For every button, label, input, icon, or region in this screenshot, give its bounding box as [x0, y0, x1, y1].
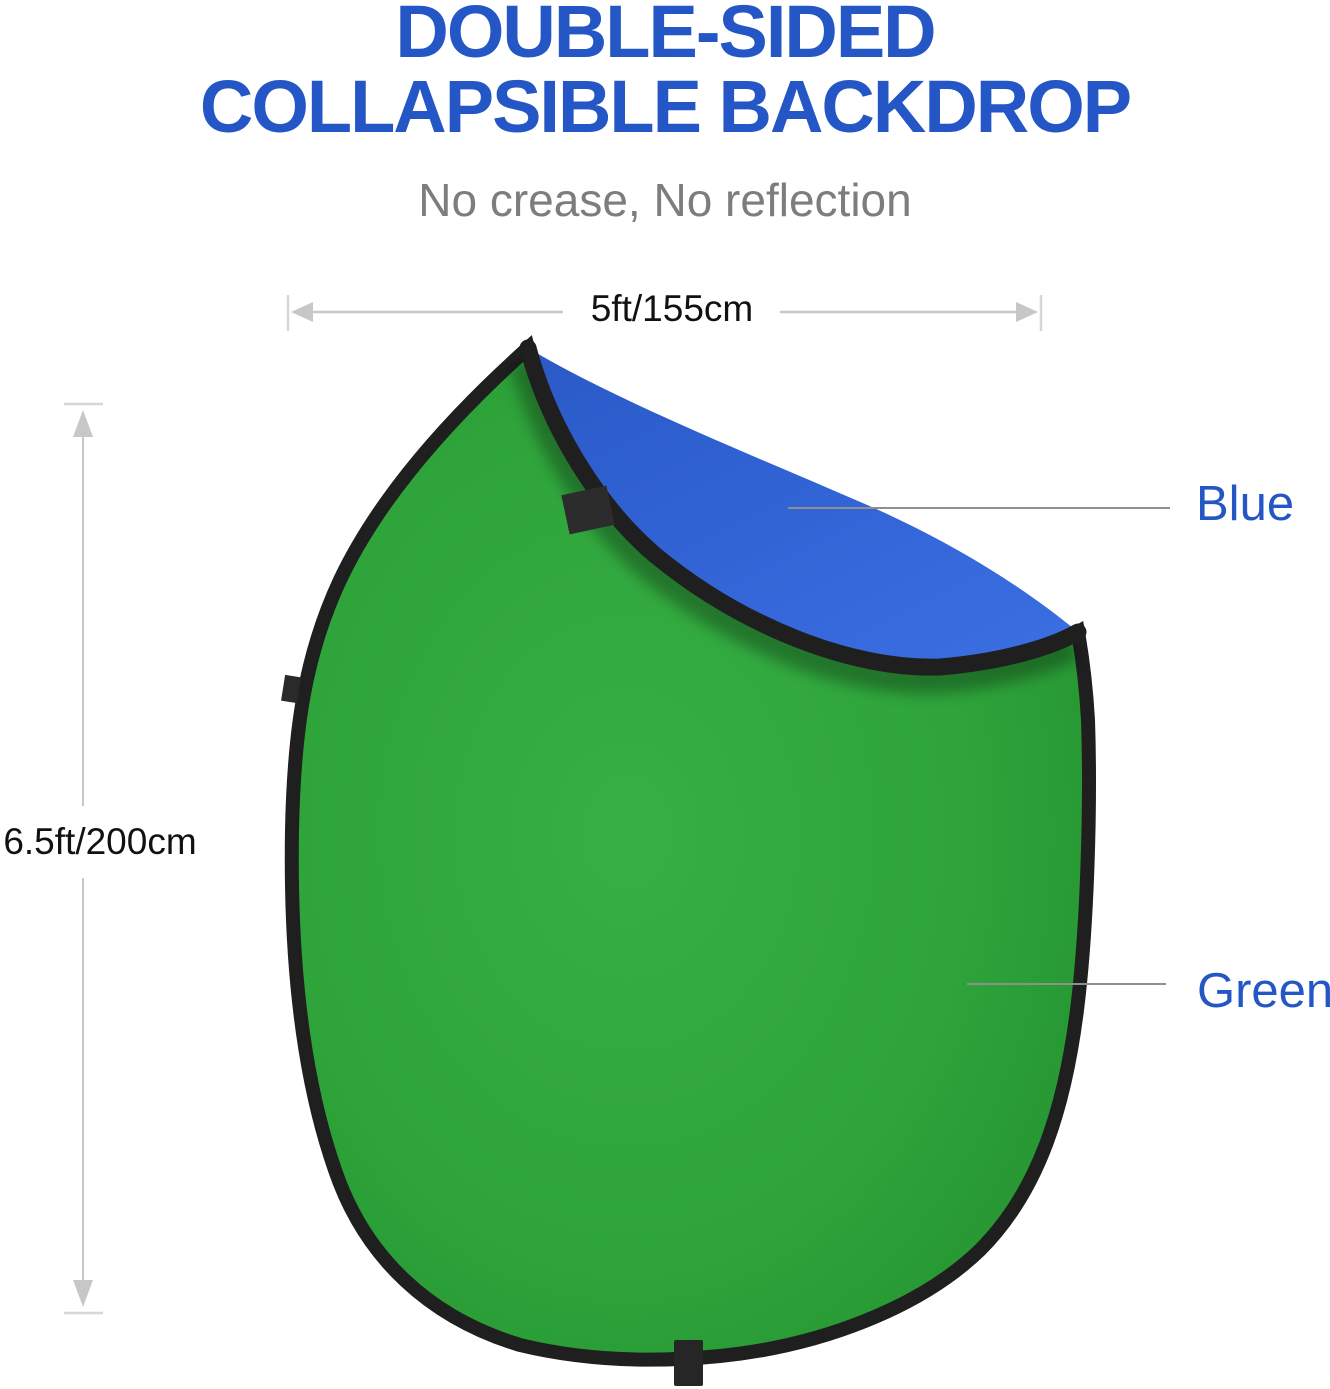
arrow-down-icon: [73, 1280, 93, 1307]
arrow-left-icon: [291, 302, 313, 322]
green-side-label: Green: [1197, 964, 1330, 1018]
bottom-stand-mount: [674, 1340, 703, 1386]
fold-clip-tab: [561, 485, 615, 535]
arrow-up-icon: [73, 410, 93, 437]
fold-edge: [519, 339, 1087, 676]
subtitle: No crease, No reflection: [418, 174, 912, 226]
left-edge-clip: [281, 674, 301, 704]
title-line-1: DOUBLE-SIDED: [395, 0, 936, 73]
height-dimension: [64, 402, 103, 1315]
blue-side-label: Blue: [1196, 477, 1295, 531]
arrow-right-icon: [1016, 302, 1038, 322]
width-dimension-label: 5ft/155cm: [590, 288, 754, 329]
width-dimension: [286, 295, 1043, 331]
fold-shadow: [509, 356, 1082, 695]
page-title: DOUBLE-SIDED COLLAPSIBLE BACKDROP: [0, 0, 1330, 144]
title-line-2: COLLAPSIBLE BACKDROP: [199, 65, 1132, 148]
height-dimension-label: 6.5ft/200cm: [3, 821, 197, 862]
